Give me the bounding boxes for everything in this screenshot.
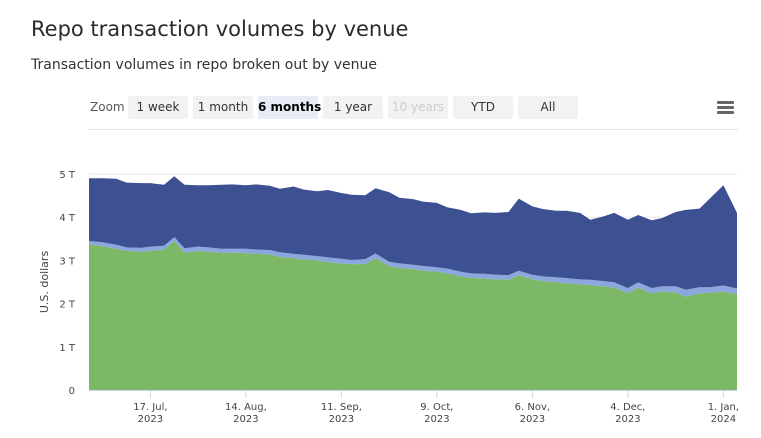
zoom-button-all[interactable]: All [518,96,578,119]
y-tick-label: 4 T [59,213,76,224]
x-tick-label: 2024 [711,414,736,425]
x-tick-label: 17. Jul, [133,402,167,413]
zoom-button-1-week[interactable]: 1 week [128,96,188,119]
chart-title: Repo transaction volumes by venue [31,17,409,41]
y-axis-title: U.S. dollars [38,251,51,314]
x-tick-label: 4. Dec, [610,402,645,413]
area-series-2 [89,237,737,297]
x-tick-label: 14. Aug, [225,402,267,413]
x-tick-label: 2023 [615,414,640,425]
x-tick-label: 9. Oct, [420,402,453,413]
zoom-button-6-months[interactable]: 6 months [258,96,321,119]
x-tick-label: 2023 [233,414,258,425]
area-series-1 [89,241,737,390]
x-tick-label: 6. Nov, [515,402,550,413]
x-tick-label: 1. Jan, [708,402,739,413]
y-tick-label: 2 T [59,300,76,311]
zoom-label: Zoom [90,100,125,114]
zoom-button-ytd[interactable]: YTD [453,96,513,119]
area-series-3 [89,176,737,290]
chart-subtitle: Transaction volumes in repo broken out b… [31,57,378,73]
x-tick-label: 2023 [424,414,449,425]
y-tick-label: 5 T [59,170,76,181]
zoom-button-10-years: 10 years [388,96,448,119]
zoom-button-1-month[interactable]: 1 month [193,96,253,119]
x-tick-label: 2023 [329,414,354,425]
y-tick-label: 1 T [59,343,76,354]
x-tick-label: 11. Sep, [321,402,362,413]
toolbar-separator [89,129,738,130]
x-tick-label: 2023 [520,414,545,425]
x-tick-label: 2023 [138,414,163,425]
y-tick-label: 0 [69,386,75,397]
y-tick-label: 3 T [59,256,76,267]
zoom-button-1-year[interactable]: 1 year [323,96,383,119]
hamburger-menu-icon[interactable] [716,100,736,116]
